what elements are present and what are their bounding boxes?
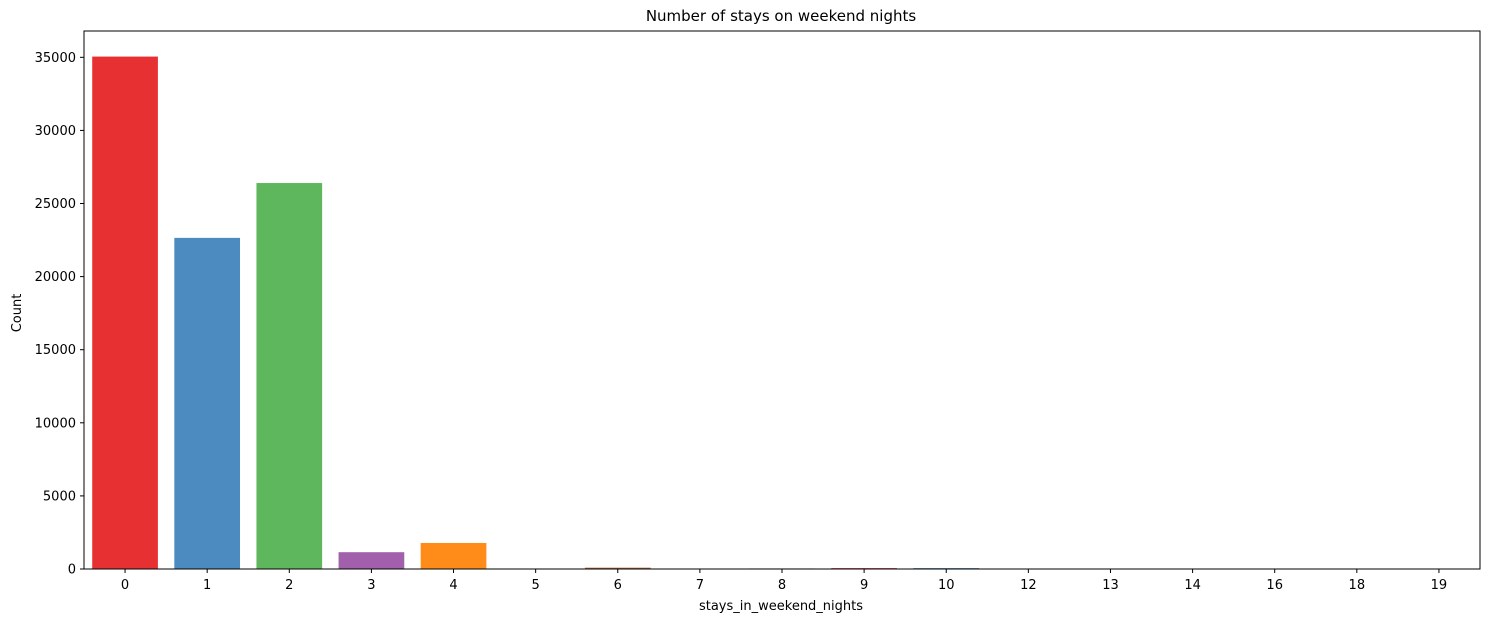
x-tick-label: 2 bbox=[285, 578, 293, 593]
y-axis-label: Count bbox=[10, 294, 25, 333]
x-tick-label: 6 bbox=[614, 578, 622, 593]
bar-2 bbox=[256, 183, 323, 570]
bar-3 bbox=[338, 552, 405, 569]
x-tick-label: 5 bbox=[532, 578, 540, 593]
x-tick-label: 12 bbox=[1020, 578, 1037, 593]
x-tick-label: 1 bbox=[203, 578, 211, 593]
x-tick-label: 10 bbox=[938, 578, 955, 593]
x-tick-label: 0 bbox=[121, 578, 129, 593]
bars-group bbox=[92, 56, 1472, 570]
y-tick-label: 20000 bbox=[35, 270, 76, 285]
x-tick-label: 8 bbox=[778, 578, 786, 593]
x-axis-ticks: 0 1 2 3 4 5 6 7 8 9 10 12 13 14 16 18 19 bbox=[121, 569, 1447, 593]
x-tick-label: 7 bbox=[696, 578, 704, 593]
x-tick-label: 18 bbox=[1349, 578, 1366, 593]
x-tick-label: 16 bbox=[1266, 578, 1283, 593]
chart-title: Number of stays on weekend nights bbox=[646, 7, 917, 25]
bar-0 bbox=[92, 56, 158, 570]
y-tick-label: 0 bbox=[68, 563, 76, 578]
x-tick-label: 19 bbox=[1431, 578, 1448, 593]
bar-6 bbox=[584, 567, 651, 569]
bar-1 bbox=[174, 237, 241, 569]
x-tick-label: 9 bbox=[860, 578, 868, 593]
y-tick-label: 25000 bbox=[35, 197, 76, 212]
y-axis-ticks: 0 5000 10000 15000 20000 25000 30000 35000 bbox=[35, 51, 84, 578]
plot-frame bbox=[83, 30, 1481, 570]
y-tick-label: 30000 bbox=[35, 124, 76, 139]
x-axis-label: stays_in_weekend_nights bbox=[699, 599, 863, 614]
bar-4 bbox=[420, 542, 487, 569]
x-tick-label: 3 bbox=[367, 578, 375, 593]
y-tick-label: 15000 bbox=[35, 343, 76, 358]
y-tick-label: 5000 bbox=[43, 489, 76, 504]
y-tick-label: 35000 bbox=[35, 51, 76, 66]
y-tick-label: 10000 bbox=[35, 416, 76, 431]
x-tick-label: 4 bbox=[449, 578, 457, 593]
x-tick-label: 14 bbox=[1184, 578, 1201, 593]
x-tick-label: 13 bbox=[1102, 578, 1119, 593]
